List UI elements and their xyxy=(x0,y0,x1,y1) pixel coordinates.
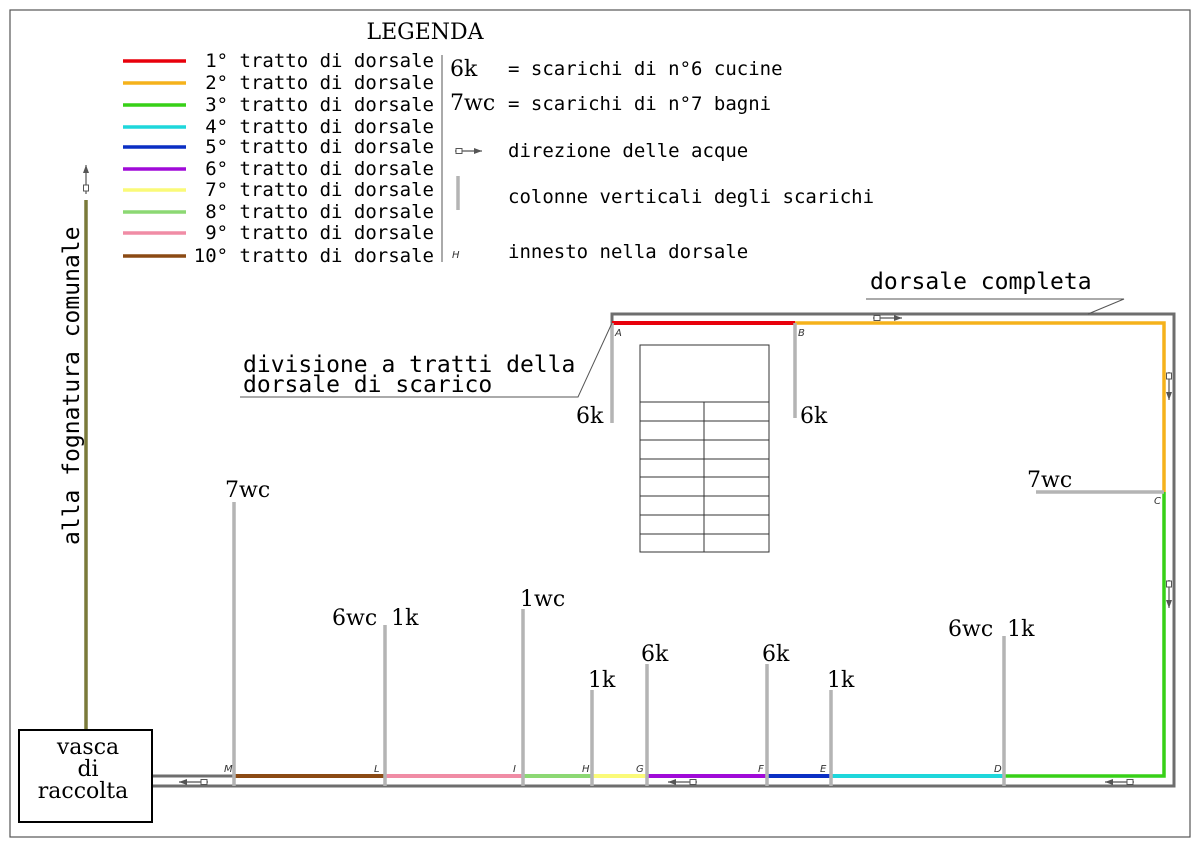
node-H: H xyxy=(582,764,590,775)
column-labels: 6k 6k 7wc 6wc 1k 1k 6k 6k 1k 1wc 6wc 1k … xyxy=(225,404,1072,693)
dorsale-completa-label: dorsale completa xyxy=(870,269,1092,295)
def-text-6k: = scarichi di n°6 cucine xyxy=(508,58,783,80)
def-symbol-7wc: 7wc xyxy=(450,91,495,116)
vasca-label-line3: raccolta xyxy=(38,779,129,804)
vertical-columns xyxy=(232,323,1164,786)
flow-arrow-icon xyxy=(873,315,902,321)
page-frame xyxy=(9,9,1191,838)
column-label-B: 6k xyxy=(800,404,828,429)
legend-label-1: 1° tratto di dorsale xyxy=(205,50,434,72)
legend-swatches xyxy=(123,59,186,258)
flow-arrow-icon xyxy=(668,779,697,785)
divisione-annotation: divisione a tratti della dorsale di scar… xyxy=(240,322,613,398)
backbone-outline xyxy=(152,312,1176,788)
column-label-H: 1k xyxy=(588,668,616,693)
node-M: M xyxy=(224,764,233,775)
vasca-di-raccolta: vasca di raccolta xyxy=(18,729,153,823)
column-label-A: 6k xyxy=(576,404,604,429)
flow-arrow-icon xyxy=(455,148,482,154)
node-G: G xyxy=(636,764,644,775)
column-label-I: 1wc xyxy=(520,587,565,612)
flow-arrow-icon xyxy=(83,165,89,194)
divisione-label-line1: divisione a tratti della xyxy=(243,352,575,378)
def-text-H: innesto nella dorsale xyxy=(508,241,748,263)
legend-label-10: 10° tratto di dorsale xyxy=(194,245,434,267)
backbone-segments xyxy=(234,321,1166,778)
legend-label-9: 9° tratto di dorsale xyxy=(205,222,434,244)
legend-label-7: 7° tratto di dorsale xyxy=(205,179,434,201)
node-A: A xyxy=(614,328,622,339)
node-B: B xyxy=(798,328,805,339)
column-label-C: 7wc xyxy=(1027,468,1072,493)
vasca-label-line1: vasca xyxy=(56,735,119,760)
def-symbol-H: H xyxy=(452,250,460,261)
legend-label-5: 5° tratto di dorsale xyxy=(205,136,434,158)
flow-arrow-icon xyxy=(1166,372,1172,400)
segment-2 xyxy=(795,321,1166,492)
column-label-G: 6k xyxy=(641,642,669,667)
node-E: E xyxy=(820,764,827,775)
node-D: D xyxy=(994,764,1002,775)
dorsale-completa-annotation: dorsale completa xyxy=(866,269,1125,315)
legend-label-3: 3° tratto di dorsale xyxy=(205,94,434,116)
def-text-7wc: = scarichi di n°7 bagni xyxy=(508,93,771,115)
node-C: C xyxy=(1154,496,1161,507)
legend-title: LEGENDA xyxy=(366,20,484,45)
column-label-F: 6k xyxy=(762,642,790,667)
column-label-D: 6wc 1k xyxy=(948,617,1035,642)
column-label-E: 1k xyxy=(827,668,855,693)
legend-label-8: 8° tratto di dorsale xyxy=(205,201,434,223)
flow-arrow-icon xyxy=(1166,580,1172,608)
flow-arrow-icon xyxy=(1105,779,1134,785)
flow-arrow-icon xyxy=(179,779,208,785)
def-text-arrow: direzione delle acque xyxy=(508,140,748,162)
legend: LEGENDA 1° tratto di dorsale 2° tratto d… xyxy=(123,20,874,267)
vasca-label-line2: di xyxy=(77,757,98,782)
legend-labels: 1° tratto di dorsale 2° tratto di dorsal… xyxy=(194,50,434,267)
column-label-L: 6wc 1k xyxy=(332,606,419,631)
node-L: L xyxy=(374,764,380,775)
staircase xyxy=(639,344,770,553)
legend-label-6: 6° tratto di dorsale xyxy=(205,158,434,180)
legend-label-4: 4° tratto di dorsale xyxy=(205,116,434,138)
legend-label-2: 2° tratto di dorsale xyxy=(205,72,434,94)
segment-3 xyxy=(1004,492,1166,778)
node-F: F xyxy=(758,764,764,775)
column-label-M: 7wc xyxy=(225,478,270,503)
divisione-label-line2: dorsale di scarico xyxy=(243,372,492,398)
def-symbol-6k: 6k xyxy=(450,57,478,82)
node-I: I xyxy=(513,764,516,775)
flow-arrows xyxy=(83,165,1172,785)
fognatura-label: alla fognatura comunale xyxy=(59,227,85,546)
def-text-column: colonne verticali degli scarichi xyxy=(508,186,874,208)
